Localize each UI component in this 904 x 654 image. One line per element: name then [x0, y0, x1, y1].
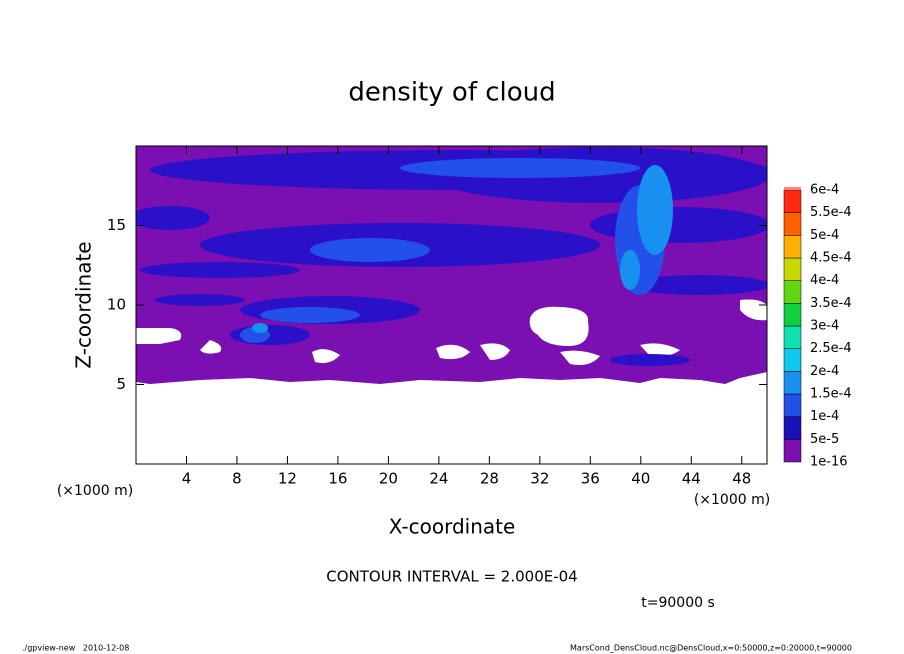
blob — [400, 158, 640, 178]
blob — [630, 275, 767, 295]
colorbar-box — [783, 235, 802, 259]
blob — [637, 165, 673, 255]
chart-title: density of cloud — [348, 78, 555, 108]
blob — [140, 262, 300, 278]
x-tick-label: 8 — [232, 470, 242, 488]
time-label: t=90000 s — [641, 595, 715, 611]
footer-left: ./gpview-new 2010-12-08 — [22, 644, 129, 653]
colorbar-box — [783, 189, 802, 213]
hole — [560, 350, 600, 365]
colorbar-label: 5e-4 — [810, 228, 839, 243]
colorbar-box — [783, 280, 802, 304]
colorbar-label: 1e-16 — [810, 455, 848, 470]
x-tick-label: 24 — [429, 470, 448, 488]
colorbar-box — [784, 187, 801, 190]
x-tick-label: 36 — [581, 470, 600, 488]
colorbar-box — [783, 325, 802, 349]
colorbar-box — [783, 393, 802, 417]
hole — [436, 344, 470, 360]
blob — [310, 238, 430, 262]
colorbar-box — [783, 416, 802, 440]
colorbar-box — [783, 257, 802, 281]
x-tick-label: 44 — [682, 470, 701, 488]
colorbar-label: 5e-5 — [810, 432, 839, 447]
x-tick-label: 12 — [278, 470, 297, 488]
x-axis-label: X-coordinate — [389, 515, 516, 539]
x-tick-label: 48 — [732, 470, 751, 488]
colorbar-box — [783, 303, 802, 327]
blob — [620, 250, 640, 290]
x-tick-label: 20 — [379, 470, 398, 488]
hole — [480, 343, 510, 360]
contour-interval: CONTOUR INTERVAL = 2.000E-04 — [326, 568, 577, 586]
colorbar-label: 1.5e-4 — [810, 387, 852, 402]
x-tick-label: 4 — [182, 470, 192, 488]
colorbar-box — [783, 439, 802, 463]
blob — [260, 307, 360, 323]
hole — [136, 328, 182, 344]
x-tick-label: 16 — [328, 470, 347, 488]
hole — [200, 340, 222, 354]
x-tick-label: 28 — [480, 470, 499, 488]
colorbar-label: 4.5e-4 — [810, 251, 852, 266]
colorbar-label: 1e-4 — [810, 409, 839, 424]
field-high-cloud — [252, 165, 673, 333]
colorbar-label: 5.5e-4 — [810, 205, 852, 220]
colorbar-label: 4e-4 — [810, 273, 839, 288]
hole — [529, 306, 589, 346]
y-axis-label: Z-coordinate — [72, 241, 96, 368]
colorbar-label: 6e-4 — [810, 183, 839, 198]
y-unit: (×1000 m) — [57, 483, 133, 499]
x-tick-label: 32 — [530, 470, 549, 488]
colorbar-label: 2.5e-4 — [810, 341, 852, 356]
colorbar-label: 3.5e-4 — [810, 296, 852, 311]
footer-right: MarsCond_DensCloud.nc@DensCloud,x=0:5000… — [570, 644, 852, 653]
blob — [610, 354, 690, 366]
colorbar-box — [783, 371, 802, 395]
hole — [312, 349, 340, 364]
blob — [155, 294, 245, 306]
y-tick-label: 5 — [116, 375, 126, 393]
colorbar-box — [783, 212, 802, 236]
hole — [640, 343, 680, 357]
contour-field — [136, 146, 767, 384]
colorbar-box — [783, 348, 802, 372]
blob — [252, 323, 268, 333]
x-unit: (×1000 m) — [694, 492, 770, 508]
blob — [136, 206, 210, 230]
colorbar-label: 2e-4 — [810, 364, 839, 379]
x-tick-label: 40 — [631, 470, 650, 488]
colorbar-label: 3e-4 — [810, 319, 839, 334]
y-tick-label: 15 — [107, 216, 126, 234]
y-tick-label: 10 — [107, 296, 126, 314]
